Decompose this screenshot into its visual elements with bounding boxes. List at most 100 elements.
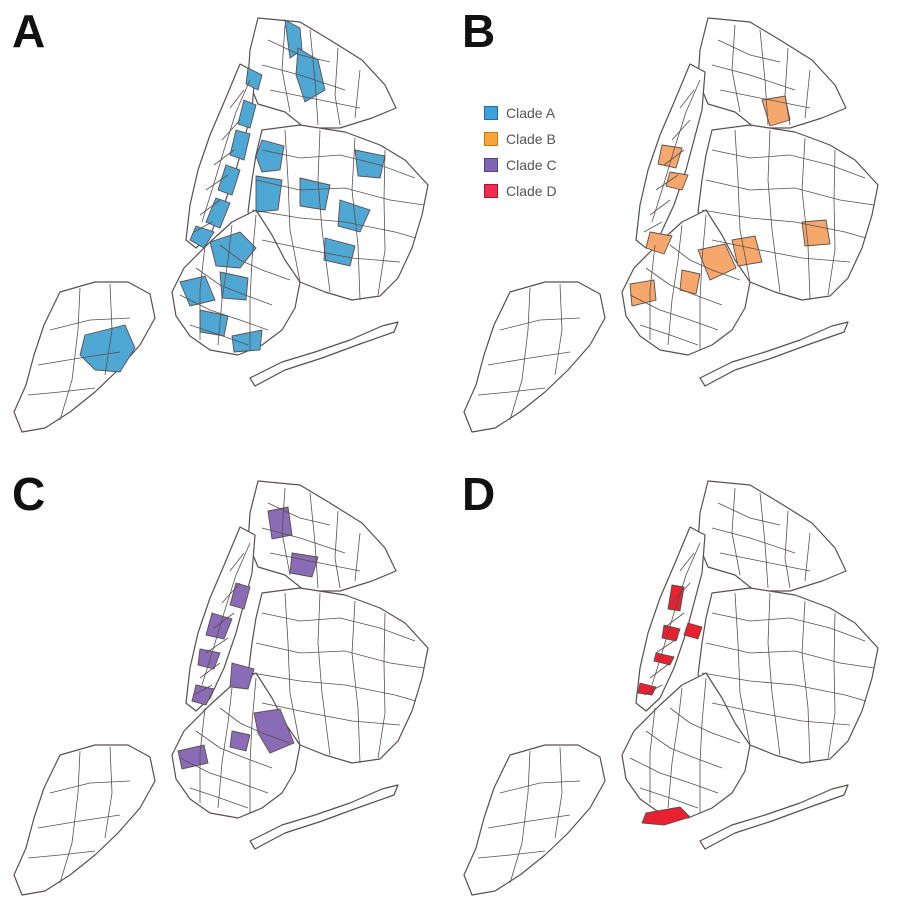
legend-label-clade-c: Clade C	[506, 157, 557, 173]
zip-boundary-c-21	[351, 600, 361, 764]
zip-boundary-d-29	[649, 707, 656, 803]
zip-boundary-b-32	[477, 387, 546, 396]
borough-rockaway-outline-d	[699, 784, 849, 850]
panel-label-a: A	[12, 5, 46, 57]
zip-boundary-c-16	[255, 642, 425, 669]
zip-area-d-3	[683, 622, 703, 640]
nyc-map-b	[463, 17, 879, 433]
zip-boundary-a-27	[217, 224, 233, 346]
zip-boundary-c-6	[334, 510, 341, 589]
zip-boundary-d-19	[734, 592, 751, 746]
zip-boundary-b-29	[649, 244, 656, 340]
zip-area-a-4	[237, 99, 257, 129]
zip-boundary-b-18	[711, 239, 851, 263]
zip-boundary-b-28	[699, 214, 707, 350]
zip-boundary-b-22	[827, 149, 836, 296]
zip-boundary-b-24	[645, 267, 723, 306]
zip-boundary-d-30	[499, 780, 581, 794]
zip-area-a-13	[337, 199, 371, 233]
zip-area-c-9	[229, 730, 251, 752]
zip-boundary-d-17	[701, 672, 867, 702]
zip-boundary-c-1	[267, 502, 331, 526]
zip-boundary-d-8	[679, 552, 695, 572]
zip-area-b-8	[629, 279, 657, 307]
legend-item-clade-a: Clade A	[484, 100, 557, 126]
zip-boundary-a-1	[267, 39, 331, 63]
zip-boundary-a-23	[219, 244, 291, 281]
zip-boundary-c-12	[199, 662, 221, 679]
map-panel-a: A	[0, 0, 440, 450]
zip-boundary-d-21	[801, 600, 811, 764]
zip-boundary-a-9	[221, 119, 241, 141]
zip-boundary-c-25	[179, 757, 269, 794]
zip-boundary-d-25	[629, 757, 719, 794]
zip-area-c-3	[229, 582, 251, 610]
zip-boundary-d-16	[705, 642, 875, 669]
borough-bronx-outline-c	[247, 480, 397, 592]
zip-boundary-a-18	[261, 239, 401, 263]
zip-area-b-7	[679, 269, 701, 295]
zip-boundary-c-23	[219, 707, 291, 744]
zip-area-a-8	[189, 225, 215, 249]
zip-boundary-a-6	[334, 47, 341, 126]
zip-boundary-d-31	[487, 814, 571, 829]
map-panel-d: D	[450, 463, 890, 913]
zip-boundary-b-5	[759, 29, 769, 126]
borough-bronx-outline-a	[247, 17, 397, 129]
zip-boundary-d-34	[554, 746, 563, 839]
map-panel-c: C	[0, 463, 440, 913]
legend-item-clade-c: Clade C	[484, 152, 557, 178]
borough-rockaway-outline-b	[699, 321, 849, 387]
zip-area-c-7	[191, 684, 215, 706]
zip-boundary-b-2	[711, 64, 796, 91]
zip-boundary-c-11	[205, 637, 229, 654]
zip-area-a-7	[205, 197, 231, 229]
zip-boundary-d-27	[667, 687, 683, 809]
zip-boundary-c-13	[193, 684, 213, 696]
zip-boundary-c-4	[281, 487, 291, 576]
zip-boundary-d-5	[759, 492, 769, 589]
legend-swatch-clade-d	[484, 184, 498, 198]
zip-area-d-6	[641, 806, 691, 826]
zip-boundary-c-3	[269, 552, 361, 572]
zip-boundary-a-33	[59, 287, 81, 421]
zip-boundary-b-31	[487, 351, 571, 366]
zip-boundary-c-29	[199, 707, 206, 803]
zip-boundary-b-27	[667, 224, 683, 346]
zip-boundary-c-34	[104, 746, 113, 839]
zip-area-d-5	[637, 682, 657, 696]
zip-area-a-10	[255, 175, 283, 213]
legend-label-clade-b: Clade B	[506, 131, 556, 147]
zip-boundary-d-33	[509, 750, 531, 884]
zip-boundary-b-23	[669, 244, 741, 281]
zip-boundary-a-3	[269, 89, 361, 109]
zip-boundary-a-20	[317, 129, 331, 293]
legend-label-clade-a: Clade A	[506, 105, 556, 121]
zip-area-c-5	[197, 648, 221, 670]
zip-boundary-b-20	[767, 129, 781, 293]
zip-boundary-c-20	[317, 592, 331, 756]
zip-area-a-2	[295, 47, 326, 103]
nyc-map-a	[13, 17, 429, 433]
zip-boundary-c-17	[251, 672, 417, 702]
zip-area-c-1	[267, 506, 293, 540]
zip-boundary-d-1	[717, 502, 781, 526]
zip-boundary-c-27	[217, 687, 233, 809]
zip-boundary-d-22	[827, 612, 836, 759]
zip-boundary-a-5	[309, 29, 319, 126]
legend-label-clade-d: Clade D	[506, 183, 557, 199]
zip-boundary-c-30	[49, 780, 131, 794]
zip-boundary-c-28	[249, 677, 257, 813]
zip-area-a-9	[255, 139, 285, 173]
zip-boundary-c-18	[261, 702, 401, 726]
borough-bronx-outline-d	[697, 480, 847, 592]
zip-boundary-c-8	[229, 552, 245, 572]
zip-boundary-a-4	[281, 24, 291, 113]
zip-boundary-b-8	[679, 89, 695, 109]
zip-boundary-a-32	[27, 387, 96, 396]
zip-boundary-c-22	[377, 612, 386, 759]
zip-boundary-a-16	[255, 179, 425, 206]
zip-boundary-d-28	[699, 677, 707, 813]
zip-boundary-a-22	[377, 149, 386, 296]
zip-boundary-b-6	[784, 47, 791, 126]
